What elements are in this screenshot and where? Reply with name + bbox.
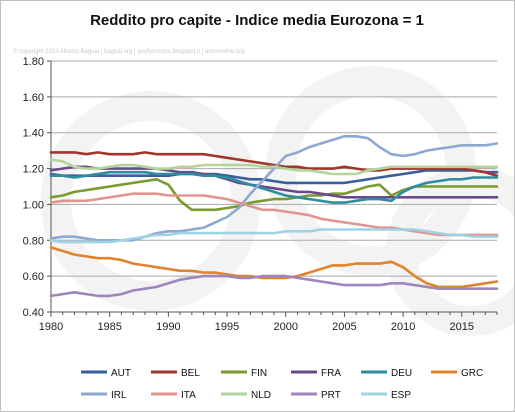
watermark-logo: [41, 66, 514, 336]
series-line-fin: [49, 178, 499, 212]
legend-label-bel: BEL: [181, 368, 200, 379]
legend-label-irl: IRL: [111, 390, 127, 401]
legend-label-prt: PRT: [321, 390, 341, 401]
series-line-esp: [49, 228, 499, 244]
y-tick-label-2: 0.80: [23, 235, 44, 247]
y-tick-label-7: 1.80: [23, 56, 44, 68]
legend-label-deu: DEU: [391, 368, 412, 379]
series-line-fra: [49, 165, 499, 199]
series-line-bel: [49, 151, 499, 177]
watermark-ring-3: [386, 166, 514, 336]
y-tick-label-5: 1.40: [23, 128, 44, 140]
y-tick-label-3: 1.00: [23, 199, 44, 211]
legend-label-esp: ESP: [391, 390, 411, 401]
y-tick-label-4: 1.20: [23, 164, 44, 176]
x-tick-label-3: 1995: [215, 321, 239, 333]
chart-title: Reddito pro capite - Indice media Eurozo…: [90, 12, 424, 29]
y-tick-label-6: 1.60: [23, 92, 44, 104]
series-line-deu: [49, 170, 499, 204]
x-tick-label-4: 2000: [273, 321, 297, 333]
legend-label-nld: NLD: [251, 390, 271, 401]
x-tick-label-2: 1990: [156, 321, 180, 333]
chart-credit: © copyright 2013 Alberto Bagnai | bagnai…: [13, 48, 245, 55]
series-line-prt: [49, 274, 499, 298]
legend-label-fra: FRA: [321, 368, 341, 379]
y-tick-label-0: 0.40: [23, 307, 44, 319]
legend-label-aut: AUT: [111, 368, 131, 379]
legend: AUT BEL FIN FRA DEU GRC IRL ITA NLD PRT ESP: [81, 368, 483, 401]
y-tick-label-1: 0.60: [23, 271, 44, 283]
series-line-aut: [49, 169, 499, 185]
series-lines: [49, 135, 499, 298]
series-line-ita: [49, 192, 499, 237]
series-line-nld: [49, 158, 499, 176]
x-tick-label-1: 1985: [97, 321, 121, 333]
legend-label-grc: GRC: [461, 368, 483, 379]
x-tick-label-0: 1980: [39, 321, 63, 333]
x-tick-label-5: 2005: [332, 321, 356, 333]
x-axis: 1980 1985 1990 1995 2000 2005 2010 2015: [39, 311, 498, 333]
y-axis: 0.40 0.60 0.80 1.00 1.20 1.40 1.60 1.80: [23, 56, 52, 319]
x-tick-label-7: 2015: [450, 321, 474, 333]
x-tick-label-6: 2010: [391, 321, 415, 333]
series-line-grc: [49, 246, 499, 289]
legend-label-fin: FIN: [251, 368, 267, 379]
legend-label-ita: ITA: [181, 390, 196, 401]
